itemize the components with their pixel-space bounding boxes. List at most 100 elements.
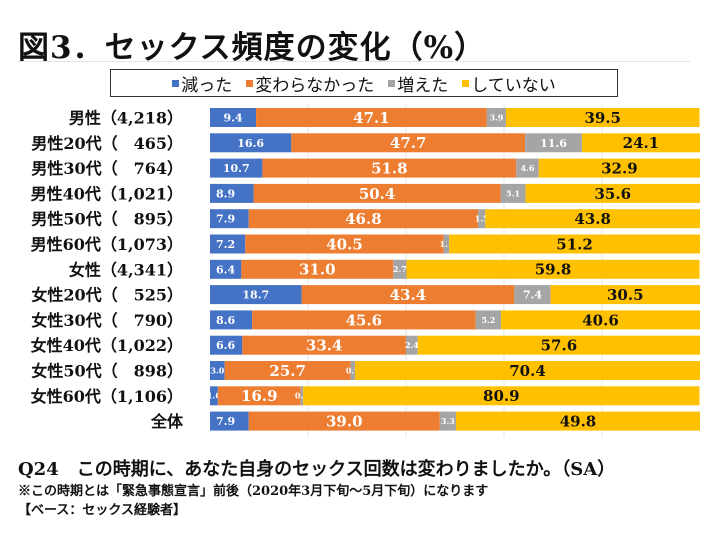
data-label: 39.0 xyxy=(326,413,363,431)
data-label: 8.6 xyxy=(216,314,235,327)
data-label: 2.4 xyxy=(405,340,419,350)
legend-item-decreased: 減った xyxy=(172,71,232,96)
bar-segment xyxy=(210,133,292,153)
bar-segment xyxy=(245,234,444,254)
data-label: 16.6 xyxy=(237,137,264,150)
data-label: 24.1 xyxy=(623,134,660,152)
bar-segment xyxy=(393,259,407,279)
category-label: 女性60代（1,106） xyxy=(31,387,183,406)
bar-segment xyxy=(505,108,700,127)
bar-segment xyxy=(241,259,394,279)
bar-segment xyxy=(210,183,254,203)
bar-segment xyxy=(525,183,700,203)
data-label: 40.5 xyxy=(326,235,363,253)
bar-segment xyxy=(210,209,249,229)
bar-segment xyxy=(242,335,406,355)
data-label: 10.7 xyxy=(223,162,250,175)
bar-segment xyxy=(210,234,246,254)
data-label: 32.9 xyxy=(601,160,638,178)
bar-segment xyxy=(253,183,501,203)
bar-segment xyxy=(514,285,551,305)
data-label: 45.6 xyxy=(346,311,383,329)
data-label: 40.6 xyxy=(582,311,619,329)
period-note: ※この時期とは「緊急事態宣言」前後（2020年3月下旬～5月下旬）になります xyxy=(18,484,489,499)
bar-segment xyxy=(217,386,301,406)
data-label: 9.4 xyxy=(223,111,242,124)
bar-segment xyxy=(224,361,351,380)
data-label: 35.6 xyxy=(595,185,632,203)
data-label: 39.5 xyxy=(584,109,621,127)
data-label: 1.5 xyxy=(475,214,489,224)
data-label: 57.6 xyxy=(541,337,578,355)
category-label: 女性50代（ 898） xyxy=(31,362,183,381)
base-note: 【ベース：セックス経験者】 xyxy=(18,503,186,518)
bar-segment xyxy=(210,335,243,355)
data-label: 25.7 xyxy=(269,362,306,380)
bar-segment xyxy=(210,386,218,406)
data-label: 59.8 xyxy=(535,261,572,279)
data-label: 70.4 xyxy=(509,362,546,380)
category-label: 女性30代（ 790） xyxy=(31,311,183,330)
data-label: 51.8 xyxy=(371,160,408,178)
bar-segment xyxy=(478,209,486,229)
data-label: 7.9 xyxy=(216,415,235,428)
bar-segment xyxy=(516,158,539,178)
bar-segment xyxy=(210,108,257,127)
data-label: 3.9 xyxy=(489,112,503,122)
data-label: 80.9 xyxy=(483,387,520,405)
data-label: 30.5 xyxy=(607,286,644,304)
data-label: 6.4 xyxy=(216,263,235,276)
bar-segment xyxy=(538,158,700,178)
bar-segment xyxy=(475,310,502,330)
legend-label: 減った xyxy=(181,75,233,96)
category-label: 男性20代（ 465） xyxy=(31,134,183,153)
data-label: 3.0 xyxy=(210,365,224,375)
legend-label: 変わらなかった xyxy=(255,75,375,96)
bar-segment xyxy=(439,411,456,431)
bar-segment xyxy=(248,411,440,431)
bar-segment xyxy=(486,108,506,127)
question-text: Q24 この時期に、あなた自身のセックス回数は変わりましたか。（SA） xyxy=(18,459,616,480)
bar-segment xyxy=(355,361,700,380)
category-label: 全体 xyxy=(150,412,184,431)
bar-segment xyxy=(210,361,225,380)
category-label: 女性40代（1,022） xyxy=(31,336,183,355)
data-label: 3.3 xyxy=(441,416,455,426)
bar-segment xyxy=(301,285,515,305)
data-label: 1.6 xyxy=(207,391,221,401)
bar-segment xyxy=(262,158,517,178)
data-label: 0.9 xyxy=(346,365,360,375)
data-label: 1.1 xyxy=(439,239,453,249)
legend-label: していない xyxy=(471,75,556,96)
bar-segment xyxy=(501,310,700,330)
bar-segment xyxy=(210,285,302,305)
bar-segment xyxy=(210,158,263,178)
data-label: 8.9 xyxy=(216,187,235,200)
data-label: 2.7 xyxy=(393,264,407,274)
data-label: 33.4 xyxy=(306,337,343,355)
data-label: 5.2 xyxy=(481,315,495,325)
legend-item-unchanged: 変わらなかった xyxy=(246,71,374,96)
data-label: 31.0 xyxy=(299,261,336,279)
legend-label: 増えた xyxy=(397,75,449,96)
data-label: 50.4 xyxy=(359,185,396,203)
stacked-bar-chart: 男性（4,218） 9.4 47.1 3.9 39.5 男性20代（ 465） 16.6 47… xyxy=(31,104,700,437)
bar-segment xyxy=(406,259,700,279)
bar-segment xyxy=(256,108,487,127)
category-label: 男性60代（1,073） xyxy=(31,235,183,254)
bar-segment xyxy=(485,209,700,229)
data-label: 47.1 xyxy=(353,109,390,127)
bar-segment xyxy=(350,361,356,380)
bar-segment xyxy=(443,234,450,254)
data-label: 6.6 xyxy=(216,339,235,352)
title-divider xyxy=(18,61,690,62)
bar-segment xyxy=(581,133,700,153)
bar-segment xyxy=(210,310,253,330)
bar-segment xyxy=(455,411,700,431)
data-label: 18.7 xyxy=(242,289,269,302)
category-label: 女性（4,341） xyxy=(69,260,183,279)
data-label: 0.5 xyxy=(295,391,309,401)
data-label: 7.2 xyxy=(216,238,235,251)
data-label: 5.1 xyxy=(506,188,520,198)
data-label: 47.7 xyxy=(390,134,427,152)
